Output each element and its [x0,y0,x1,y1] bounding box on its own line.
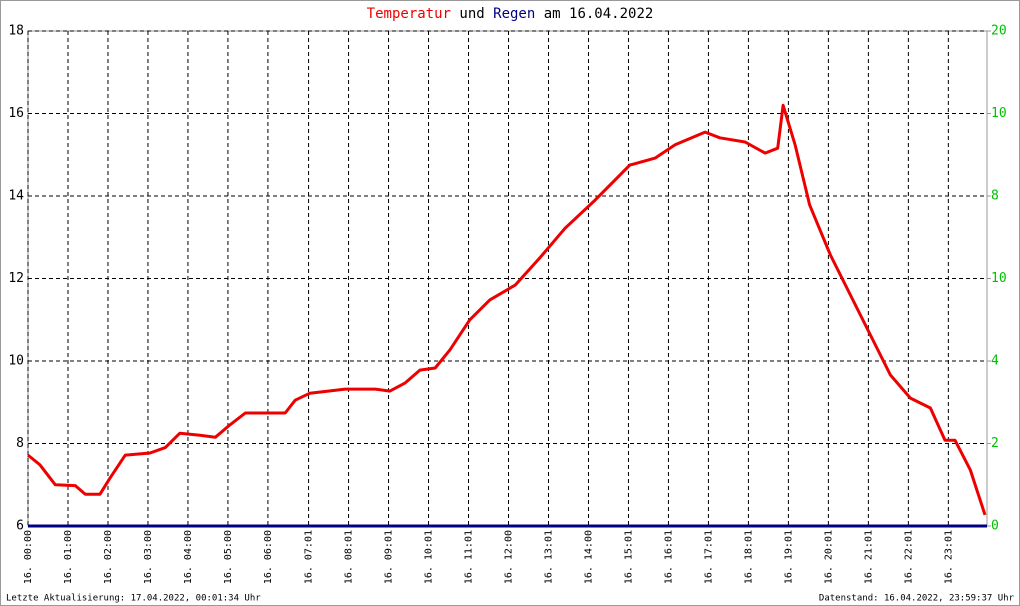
y-tick-label: 6 [16,519,24,534]
x-tick-label: 16. 10:01 [424,530,435,584]
x-tick-label: 16. 02:00 [103,530,114,584]
footer-right: Datenstand: 16.04.2022, 23:59:37 Uhr [819,594,1015,604]
x-tick-label: 16. 04:00 [183,530,194,584]
x-tick-label: 16. 22:01 [903,530,914,584]
title-part: am 16.04.2022 [544,6,654,22]
x-tick-label: 16. 23:01 [943,530,954,584]
x-tick-label: 16. 03:00 [143,530,154,584]
x-tick-label: 16. 06:00 [263,530,274,584]
x-tick-label: 16. 11:01 [464,530,475,584]
x-tick-label: 16. 09:01 [384,530,395,584]
y-tick-label: 16 [8,106,24,121]
x-tick-label: 16. 21:01 [863,530,874,584]
x-tick-label: 16. 18:01 [743,530,754,584]
chart-title: Temperatur und Regen am 16.04.2022 [367,6,654,22]
y-tick-label: 18 [8,24,24,39]
x-tick-label: 16. 05:00 [223,530,234,584]
x-tick-label: 16. 15:01 [623,530,634,584]
title-part: Temperatur [367,6,451,22]
x-tick-label: 16. 20:01 [823,530,834,584]
x-tick-label: 16. 16:01 [663,530,674,584]
y2-tick-label: 10 [991,106,1007,121]
y-tick-label: 14 [8,189,24,204]
x-tick-label: 16. 00:00 [23,530,34,584]
x-tick-label: 16. 07:01 [304,530,315,584]
series-line [27,103,987,516]
y2-tick-label: 0 [991,519,999,534]
y2-tick-label: 4 [991,354,999,369]
x-tick-label: 16. 08:01 [344,530,355,584]
y2-tick-label: 20 [991,24,1007,39]
y-tick-label: 10 [8,354,24,369]
title-part: Regen [493,6,535,22]
y2-tick-label: 10 [991,271,1007,286]
x-tick-label: 16. 14:00 [583,530,594,584]
x-tick-label: 16. 13:01 [543,530,554,584]
y-tick-label: 8 [16,436,24,451]
x-tick-label: 16. 01:00 [63,530,74,584]
y2-tick-label: 2 [991,436,999,451]
x-tick-label: 16. 12:00 [503,530,514,584]
x-tick-label: 16. 17:01 [703,530,714,584]
y2-tick-label: 8 [991,189,999,204]
footer-left: Letzte Aktualisierung: 17.04.2022, 00:01… [6,594,261,604]
x-tick-label: 16. 19:01 [783,530,794,584]
title-part: und [459,6,484,22]
y-tick-label: 12 [8,271,24,286]
